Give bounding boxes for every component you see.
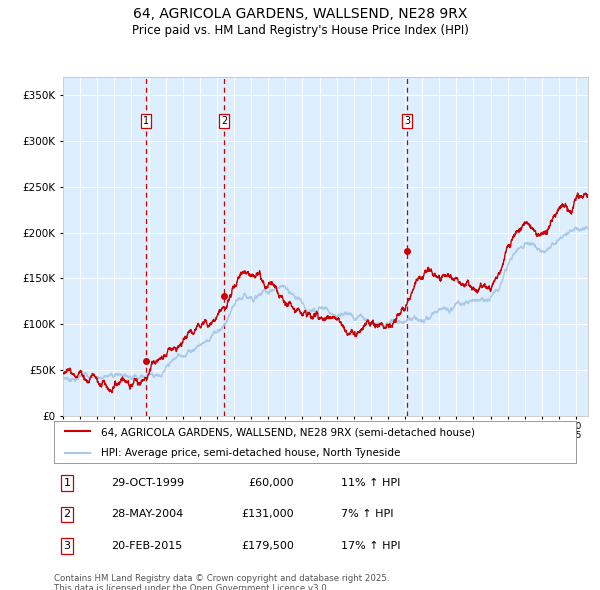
- Text: 64, AGRICOLA GARDENS, WALLSEND, NE28 9RX (semi-detached house): 64, AGRICOLA GARDENS, WALLSEND, NE28 9RX…: [101, 427, 475, 437]
- Text: 29-OCT-1999: 29-OCT-1999: [112, 478, 185, 488]
- Text: Price paid vs. HM Land Registry's House Price Index (HPI): Price paid vs. HM Land Registry's House …: [131, 24, 469, 37]
- Text: Contains HM Land Registry data © Crown copyright and database right 2025.
This d: Contains HM Land Registry data © Crown c…: [54, 574, 389, 590]
- Text: £179,500: £179,500: [241, 541, 294, 550]
- Text: HPI: Average price, semi-detached house, North Tyneside: HPI: Average price, semi-detached house,…: [101, 448, 400, 458]
- Text: 2: 2: [221, 116, 227, 126]
- Text: 20-FEB-2015: 20-FEB-2015: [112, 541, 182, 550]
- Text: 3: 3: [64, 541, 71, 550]
- Text: 64, AGRICOLA GARDENS, WALLSEND, NE28 9RX: 64, AGRICOLA GARDENS, WALLSEND, NE28 9RX: [133, 7, 467, 21]
- Text: 17% ↑ HPI: 17% ↑ HPI: [341, 541, 401, 550]
- Text: £131,000: £131,000: [241, 510, 294, 519]
- Text: 2: 2: [64, 510, 71, 519]
- Text: 1: 1: [143, 116, 149, 126]
- Text: £60,000: £60,000: [248, 478, 294, 488]
- Text: 3: 3: [404, 116, 410, 126]
- Text: 7% ↑ HPI: 7% ↑ HPI: [341, 510, 394, 519]
- Text: 11% ↑ HPI: 11% ↑ HPI: [341, 478, 400, 488]
- Text: 1: 1: [64, 478, 71, 488]
- Text: 28-MAY-2004: 28-MAY-2004: [112, 510, 184, 519]
